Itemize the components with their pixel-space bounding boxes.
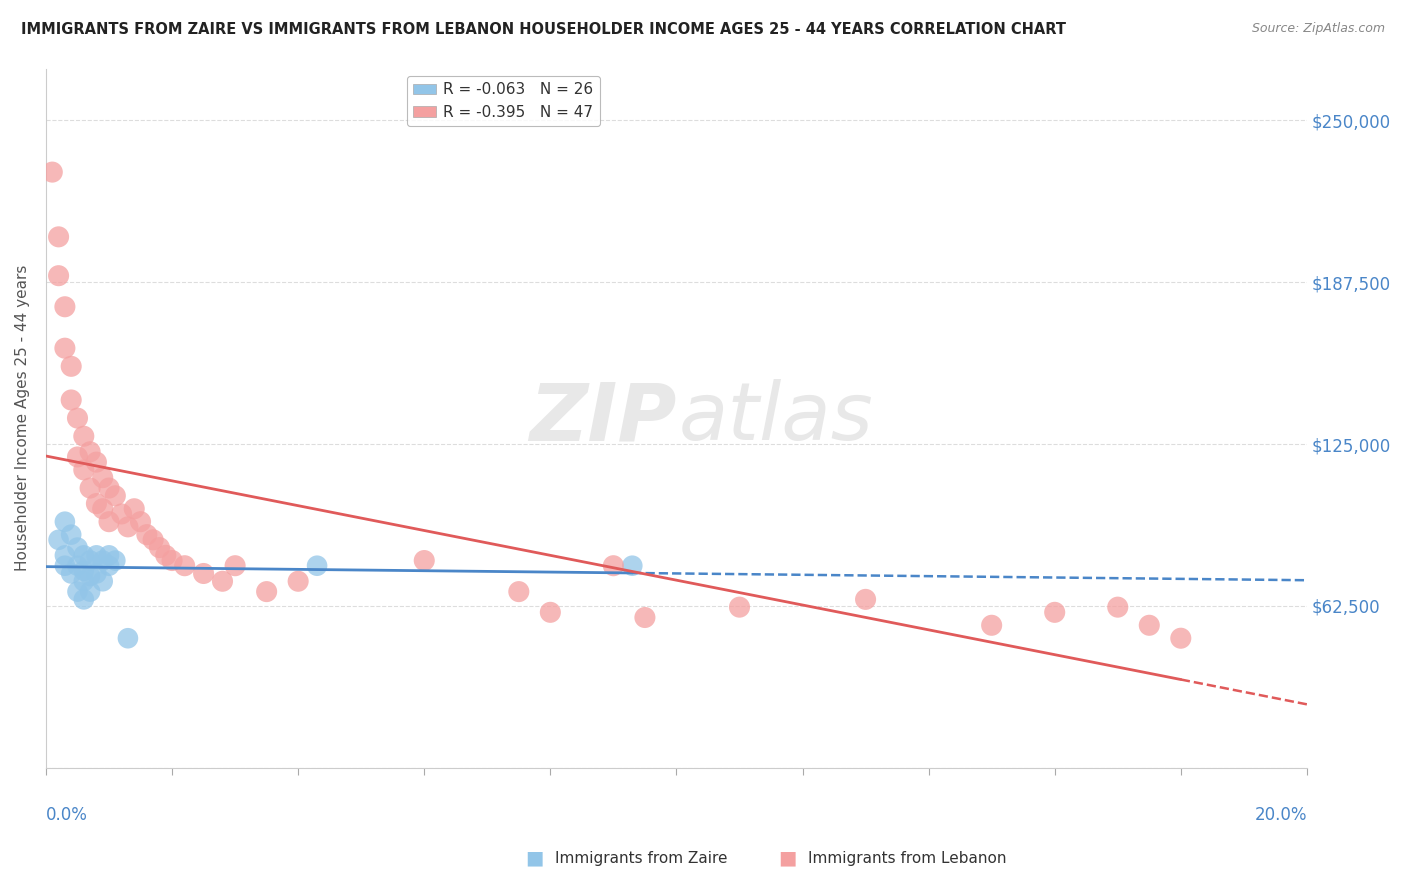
Text: 20.0%: 20.0%: [1254, 806, 1308, 824]
Point: [211, 574, 233, 589]
Point: [98, 481, 121, 495]
Point: [117, 520, 139, 534]
Point: [79, 481, 101, 495]
Point: [48, 230, 70, 244]
Point: [60, 566, 83, 581]
Point: [855, 592, 877, 607]
Point: [91, 574, 114, 589]
Text: ZIP: ZIP: [529, 379, 676, 457]
Point: [98, 549, 121, 563]
Point: [53, 549, 76, 563]
Point: [538, 605, 561, 619]
Point: [66, 411, 89, 425]
Point: [73, 463, 96, 477]
Point: [1170, 631, 1192, 645]
Legend: R = -0.063   N = 26, R = -0.395   N = 47: R = -0.063 N = 26, R = -0.395 N = 47: [406, 76, 599, 126]
Point: [135, 527, 157, 541]
Point: [98, 515, 121, 529]
Point: [53, 300, 76, 314]
Text: ■: ■: [524, 848, 544, 868]
Point: [60, 527, 83, 541]
Point: [60, 392, 83, 407]
Point: [48, 268, 70, 283]
Point: [728, 600, 751, 615]
Text: atlas: atlas: [679, 379, 873, 457]
Point: [173, 558, 195, 573]
Point: [634, 610, 657, 624]
Point: [53, 341, 76, 355]
Point: [1043, 605, 1066, 619]
Text: Source: ZipAtlas.com: Source: ZipAtlas.com: [1251, 22, 1385, 36]
Point: [111, 507, 134, 521]
Point: [73, 564, 96, 578]
Point: [41, 165, 63, 179]
Point: [73, 574, 96, 589]
Point: [79, 569, 101, 583]
Point: [66, 541, 89, 555]
Point: [73, 549, 96, 563]
Text: ■: ■: [778, 848, 797, 868]
Point: [86, 566, 108, 581]
Point: [66, 584, 89, 599]
Point: [86, 549, 108, 563]
Point: [104, 489, 127, 503]
Text: Immigrants from Lebanon: Immigrants from Lebanon: [808, 851, 1007, 865]
Point: [129, 515, 152, 529]
Point: [621, 558, 644, 573]
Point: [79, 553, 101, 567]
Point: [66, 450, 89, 464]
Point: [1137, 618, 1160, 632]
Point: [91, 501, 114, 516]
Text: 0.0%: 0.0%: [46, 806, 87, 824]
Point: [73, 429, 96, 443]
Point: [155, 549, 177, 563]
Point: [66, 558, 89, 573]
Point: [86, 455, 108, 469]
Point: [91, 553, 114, 567]
Point: [79, 584, 101, 599]
Point: [224, 558, 246, 573]
Point: [413, 553, 436, 567]
Point: [91, 471, 114, 485]
Point: [307, 558, 329, 573]
Text: Immigrants from Zaire: Immigrants from Zaire: [555, 851, 728, 865]
Point: [73, 592, 96, 607]
Point: [980, 618, 1002, 632]
Point: [287, 574, 309, 589]
Point: [508, 584, 530, 599]
Point: [98, 558, 121, 573]
Y-axis label: Householder Income Ages 25 - 44 years: Householder Income Ages 25 - 44 years: [15, 265, 30, 571]
Point: [104, 553, 127, 567]
Point: [60, 359, 83, 374]
Point: [117, 631, 139, 645]
Point: [53, 558, 76, 573]
Point: [122, 501, 145, 516]
Point: [602, 558, 624, 573]
Point: [142, 533, 165, 547]
Text: IMMIGRANTS FROM ZAIRE VS IMMIGRANTS FROM LEBANON HOUSEHOLDER INCOME AGES 25 - 44: IMMIGRANTS FROM ZAIRE VS IMMIGRANTS FROM…: [21, 22, 1066, 37]
Point: [53, 515, 76, 529]
Point: [86, 497, 108, 511]
Point: [1107, 600, 1129, 615]
Point: [48, 533, 70, 547]
Point: [193, 566, 215, 581]
Point: [160, 553, 183, 567]
Point: [79, 444, 101, 458]
Point: [256, 584, 278, 599]
Point: [148, 541, 170, 555]
